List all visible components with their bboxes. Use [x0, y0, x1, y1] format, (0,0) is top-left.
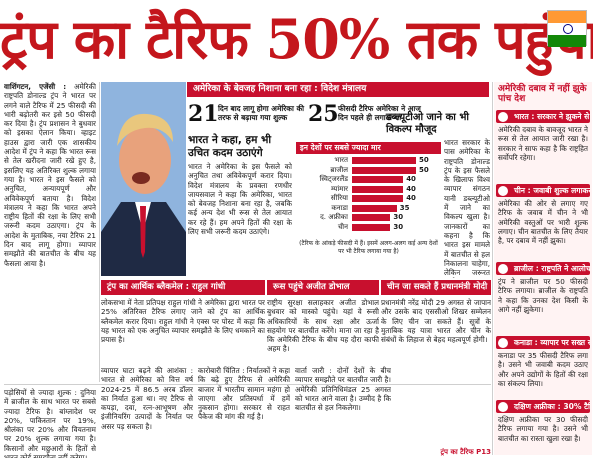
lead-article: वाशिंगटन, एजेंसी : अमेरिकी राष्ट्रपति डो… — [4, 82, 96, 382]
china-flag-icon — [498, 185, 508, 196]
sidebar-item-text: दक्षिण अफ्रीका पर 30 फीसदी टैरिफ लगाया ग… — [498, 415, 588, 443]
sidebar: अमेरिकी दबाव में नहीं झुके पांच देश भारत… — [494, 82, 592, 455]
chart-value-label: 30 — [393, 222, 404, 231]
section1-text: लोकसभा में नेता प्रतिपक्ष राहुल गांधी ने… — [101, 298, 265, 345]
sidebar-item-text: कनाडा पर 35 फीसदी टैरिफ लगा है। उसने भी … — [498, 351, 588, 388]
bottom-col3: कारोबारी चिंतित : निर्यातकों ने कहा कि ब… — [198, 366, 290, 422]
sidebar-item-label: भारत : सरकार ने झुकने से किया इनकार — [496, 110, 590, 123]
south-africa-flag-icon — [498, 401, 508, 412]
chart-bar — [352, 157, 416, 164]
chart-title: इन देशों पर सबसे ज्यादा मार — [296, 142, 441, 154]
canada-flag-icon — [498, 337, 508, 348]
chart-category-label: ब्राजील — [330, 165, 348, 174]
chart-bar — [352, 214, 391, 221]
chart-value-label: 50 — [419, 156, 429, 164]
chart-bar-row: स्विट्जरलैंड 40 — [296, 175, 436, 184]
mea-text: भारत ने अमेरिका के इस फैसले को अनुचित तथ… — [188, 162, 292, 237]
chart-bar — [352, 166, 416, 174]
sidebar-item-text: अमेरिकी दबाव के बावजूद भारत ने रूस से ते… — [498, 125, 588, 162]
bottom-col2: व्यापार घाटा बढ़ने की आशंका : भारत से अम… — [101, 366, 193, 431]
bottom-col1: पड़ोसियों से ज्यादा शुल्क : दुनिया में ब… — [4, 388, 96, 458]
chart-category-label: कनाडा — [331, 203, 348, 212]
wto-text: भारत सरकार के पास अमेरिका के राष्ट्रपति … — [444, 138, 490, 278]
brazil-flag-icon — [498, 263, 508, 274]
stat1-number: 21 — [188, 101, 219, 127]
stat1-text: दिन बाद लागू होगा अमेरिका की तरफ से बढ़ा… — [218, 104, 305, 122]
chart-category-label: भारत — [334, 156, 348, 164]
chart-bar-row: सीरिया 40 — [296, 194, 436, 203]
dateline: वाशिंगटन, एजेंसी : — [4, 82, 67, 91]
banner-mea: अमेरिका के बेवजह निशाना बना रहा : विदेश … — [187, 82, 489, 97]
sidebar-item-text: अमेरिका की ओर से लगाए गए टैरिफ के जवाब म… — [498, 199, 588, 246]
bottom-col4: वार्ता जारी : दोनों देशों के बीच व्यापार… — [295, 366, 391, 413]
headline: ट्रंप का टैरिफ 50% तक पहुंचा — [0, 7, 593, 71]
trump-photo — [101, 82, 186, 276]
chart-value-label: 40 — [406, 175, 416, 183]
india-flag-icon — [547, 10, 587, 47]
wto-heading: डब्ल्यूटीओ जाने का भी विकल्प मौजूद — [386, 112, 469, 135]
chart-bar-row: भारत 50 — [296, 156, 436, 165]
chart-category-label: चीन — [337, 222, 348, 231]
chart-value-label: 40 — [406, 184, 416, 193]
tariff-bar-chart: भारत 50 ब्राजील 50 स्विट्जरलैंड 40 म्यांमार 40 स… — [296, 156, 441, 232]
chart-bar — [352, 223, 391, 231]
stat2-number: 25 — [308, 101, 339, 127]
stat2-text: फीसदी टैरिफ अमेरिका ने आज दिन पहले ही लग… — [338, 104, 421, 122]
chart-bar-row: चीन 30 — [296, 223, 436, 232]
chart-category-label: स्विट्जरलैंड — [319, 175, 348, 183]
chart-value-label: 30 — [393, 213, 404, 221]
lead-text: अमेरिकी राष्ट्रपति डोनाल्ड ट्रंप ने भारत… — [4, 82, 96, 268]
sidebar-item-label: कनाडा : व्यापार पर सख्त रुख — [496, 336, 590, 349]
sidebar-item-label: ब्राजील : राष्ट्रपति ने आलोचना की — [496, 262, 590, 275]
sidebar-item-label: चीन : जवाबी शुल्क लगाकर दिया जवाब — [496, 184, 590, 197]
sidebar-item-label: दक्षिण अफ्रीका : 30% टैरिफ — [496, 400, 590, 413]
sidebar-heading: अमेरिकी दबाव में नहीं झुके पांच देश — [498, 84, 587, 104]
chart-note: (टैरिफ के आंकड़े फीसदी में हैं। इसमें अल… — [299, 240, 438, 255]
chart-bar — [352, 204, 397, 212]
chart-value-label: 40 — [406, 194, 416, 202]
chart-bar-row: म्यांमार 40 — [296, 185, 436, 194]
chart-category-label: म्यांमार — [330, 184, 348, 193]
sidebar-item-text: ट्रंप ने ब्राजील पर 50 फीसदी टैरिफ लगाया… — [498, 277, 588, 314]
section1-header: ट्रंप का आर्थिक ब्लैकमेल : राहुल गांधी — [101, 280, 265, 295]
chart-bar-row: कनाडा 35 — [296, 204, 436, 213]
chart-bar — [352, 195, 404, 202]
chart-bar — [352, 176, 404, 183]
section3-text: प्रधानमंत्री नरेंद्र मोदी 29 अगस्त से जा… — [381, 298, 491, 345]
section3-header: चीन जा सकते हैं प्रधानमंत्री मोदी — [381, 280, 491, 295]
mea-heading: भारत ने कहा, हम भी उचित कदम उठाएंगे — [188, 134, 272, 159]
chart-bar-row: द. अफ्रीका 30 — [296, 213, 436, 222]
chart-bar — [352, 185, 404, 193]
bottom-col5 — [396, 366, 491, 446]
india-flag-icon — [498, 111, 508, 122]
chart-category-label: सीरिया — [330, 194, 348, 202]
chart-category-label: द. अफ्रीका — [320, 213, 348, 221]
chart-bar-row: ब्राजील 50 — [296, 166, 436, 175]
chart-value-label: 35 — [399, 203, 410, 212]
page-label: ट्रंप का टैरिफ P13 — [440, 448, 491, 456]
chart-value-label: 50 — [419, 165, 429, 174]
section2-header: रूस पहुंचे अजीत डोभाल — [267, 280, 379, 295]
section2-text: राष्ट्रीय सुरक्षा सलाहकार अजीत डोभाल बुध… — [267, 298, 379, 354]
